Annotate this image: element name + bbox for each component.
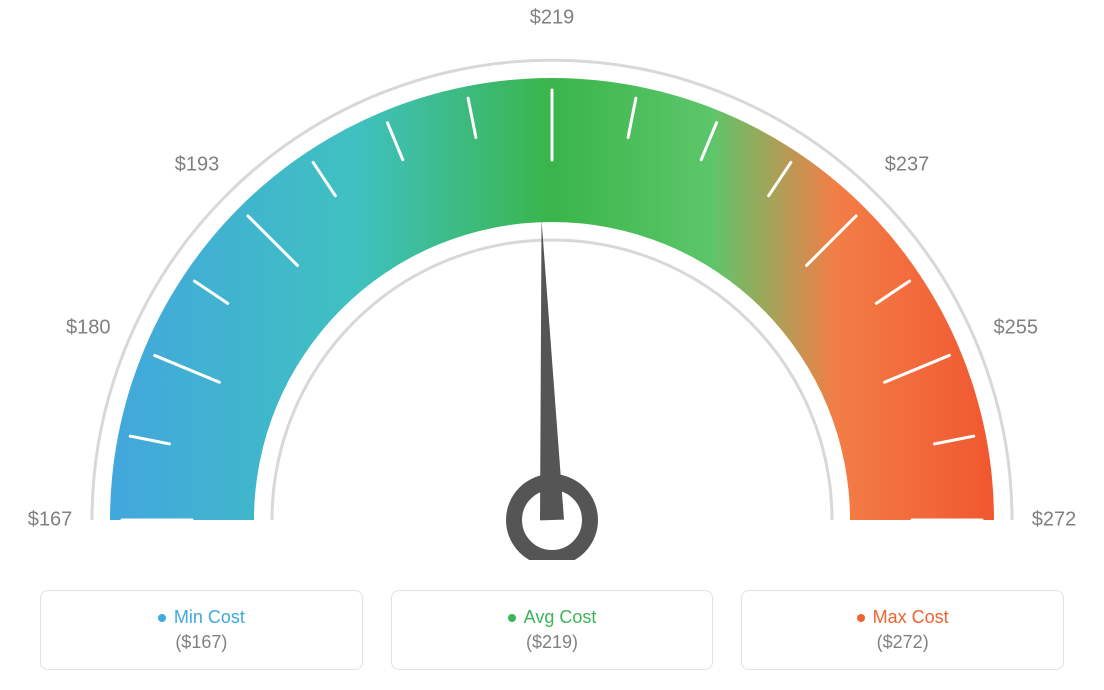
legend-label-max: Max Cost — [873, 607, 949, 628]
gauge-tick-label: $167 — [28, 509, 73, 532]
legend-value-avg: ($219) — [526, 632, 578, 653]
legend-row: Min Cost ($167) Avg Cost ($219) Max Cost… — [40, 590, 1064, 670]
legend-value-max: ($272) — [877, 632, 929, 653]
gauge-tick-label: $237 — [885, 154, 930, 177]
legend-card-min: Min Cost ($167) — [40, 590, 363, 670]
gauge-tick-label: $255 — [994, 316, 1039, 339]
gauge-tick-label: $219 — [530, 7, 575, 30]
legend-dot-avg — [508, 614, 516, 622]
gauge-svg — [0, 0, 1104, 560]
legend-label-avg: Avg Cost — [524, 607, 597, 628]
legend-title-avg: Avg Cost — [508, 607, 597, 628]
legend-dot-max — [857, 614, 865, 622]
legend-value-min: ($167) — [175, 632, 227, 653]
legend-dot-min — [158, 614, 166, 622]
legend-label-min: Min Cost — [174, 607, 245, 628]
legend-card-max: Max Cost ($272) — [741, 590, 1064, 670]
legend-title-max: Max Cost — [857, 607, 949, 628]
gauge-tick-label: $180 — [66, 316, 111, 339]
legend-card-avg: Avg Cost ($219) — [391, 590, 714, 670]
gauge-tick-label: $193 — [175, 154, 220, 177]
gauge-tick-label: $272 — [1032, 509, 1077, 532]
legend-title-min: Min Cost — [158, 607, 245, 628]
gauge-chart: $167 $180 $193 $219 $237 $255 $272 — [0, 0, 1104, 560]
